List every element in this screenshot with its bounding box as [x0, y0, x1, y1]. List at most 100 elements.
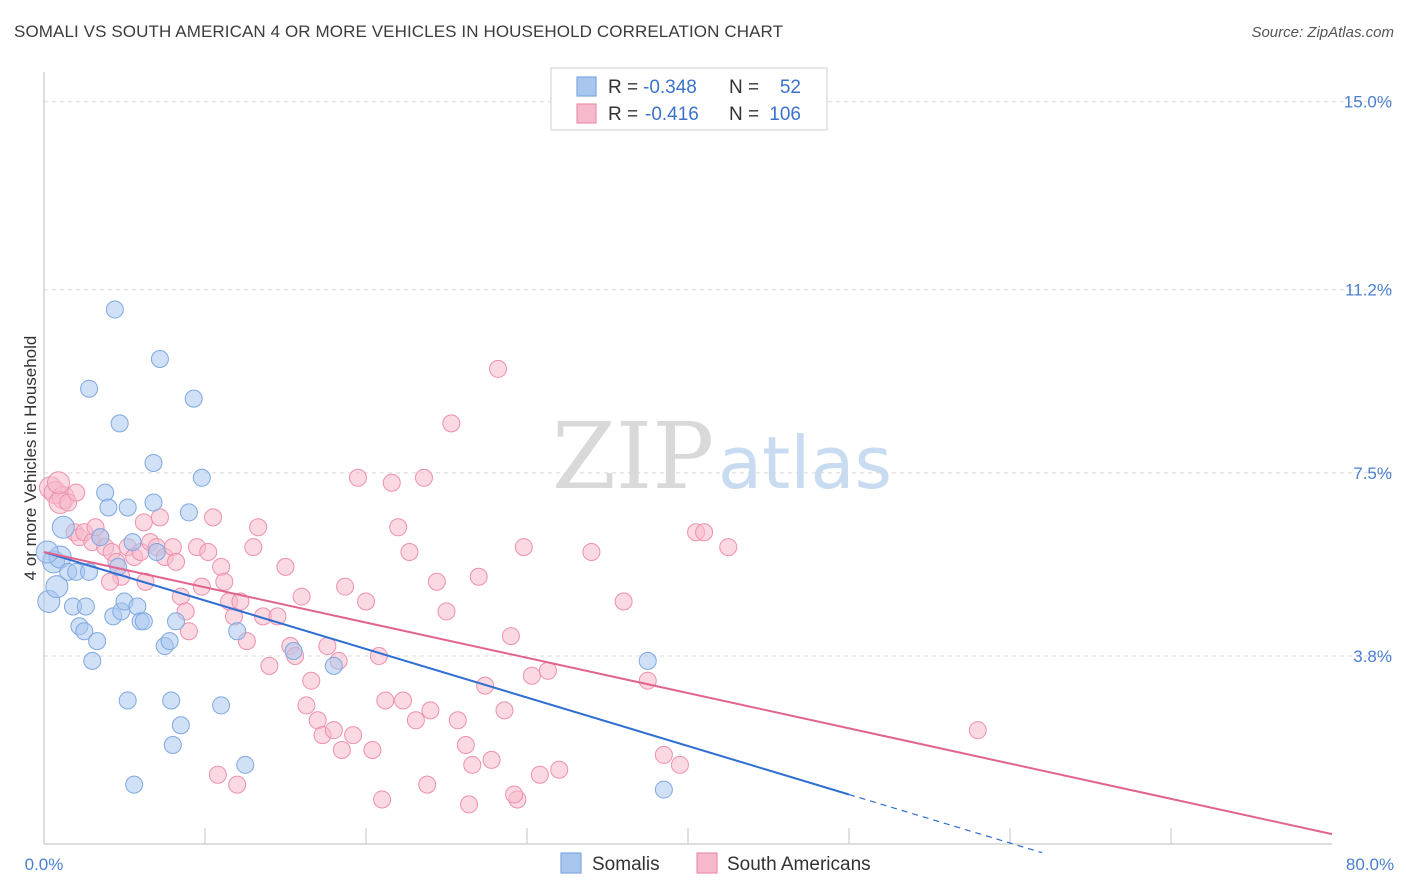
south-americans-point: [501, 627, 520, 646]
legend-r-value-south-americans: -0.416: [645, 104, 699, 125]
somalis-point: [118, 498, 137, 517]
south-americans-point: [389, 518, 408, 537]
somalis-point: [83, 651, 102, 670]
somalis-point: [134, 612, 153, 631]
south-americans-point: [324, 721, 343, 740]
somalis-point: [51, 515, 75, 539]
south-americans-point: [505, 785, 524, 804]
south-americans-point: [199, 543, 218, 562]
y-tick-label: 11.2%: [1345, 281, 1392, 300]
south-americans-point: [204, 508, 223, 527]
x-tick-label-max: 80.0%: [1346, 855, 1394, 874]
south-americans-point: [215, 572, 234, 591]
somalis-point: [184, 389, 203, 408]
somalis-point: [147, 543, 166, 562]
south-americans-point: [489, 359, 508, 378]
somalis-trend-line: [43, 551, 850, 796]
south-americans-point: [437, 602, 456, 621]
south-americans-point: [442, 414, 461, 433]
legend-n-label-south-americans: N =: [729, 104, 759, 125]
watermark-atlas: atlas: [718, 421, 892, 505]
south-americans-point: [348, 468, 367, 487]
legend-r-label-somalis: R =: [608, 77, 638, 98]
south-americans-point: [101, 572, 120, 591]
somalis-points: [35, 300, 673, 799]
somalis-point: [192, 468, 211, 487]
somalis-point: [45, 575, 69, 599]
south-americans-point: [414, 468, 433, 487]
south-americans-point: [208, 765, 227, 784]
south-americans-point: [406, 711, 425, 730]
south-americans-point: [336, 577, 355, 596]
south-americans-point: [382, 473, 401, 492]
south-americans-point: [654, 745, 673, 764]
south-americans-point: [369, 646, 388, 665]
south-americans-point: [179, 622, 198, 641]
bottom-legend-swatch-somalis: [560, 852, 582, 874]
south-americans-point: [482, 750, 501, 769]
somalis-point: [76, 597, 95, 616]
watermark-zip: ZIP: [552, 403, 714, 510]
legend-swatch-south-americans: [576, 103, 597, 124]
somalis-point: [162, 691, 181, 710]
somalis-point: [171, 716, 190, 735]
south-americans-point: [550, 760, 569, 779]
legend-r-label-south-americans: R =: [608, 104, 638, 125]
somalis-point: [150, 350, 169, 369]
south-americans-point: [46, 471, 70, 495]
legend-n-label-somalis: N =: [729, 77, 759, 98]
south-americans-trend-line: [43, 551, 1333, 836]
south-americans-point: [244, 538, 263, 557]
south-americans-point: [670, 755, 689, 774]
south-americans-point: [421, 701, 440, 720]
somalis-point: [80, 379, 99, 398]
somalis-trend-extension: [848, 793, 1043, 854]
south-americans-point: [302, 671, 321, 690]
south-americans-point: [167, 552, 186, 571]
south-americans-point: [719, 538, 738, 557]
legend-box: [550, 67, 828, 131]
south-americans-point: [538, 661, 557, 680]
somalis-point: [88, 632, 107, 651]
somalis-point: [105, 300, 124, 319]
somalis-point: [179, 503, 198, 522]
somalis-point: [75, 622, 94, 641]
bottom-legend: Somalis South Americans: [560, 852, 871, 875]
somalis-point: [236, 755, 255, 774]
south-americans-point: [228, 775, 247, 794]
somalis-point: [324, 656, 343, 675]
y-tick-label: 7.5%: [1353, 464, 1392, 483]
south-americans-point: [363, 740, 382, 759]
watermark: ZIP atlas: [552, 403, 892, 510]
bottom-legend-swatch-south-americans: [696, 852, 718, 874]
south-americans-point: [638, 671, 657, 690]
south-americans-point: [522, 666, 541, 685]
y-axis-label: 4 or more Vehicles in Household: [21, 336, 40, 581]
south-americans-point: [418, 775, 437, 794]
south-americans-point: [357, 592, 375, 611]
south-americans-point: [276, 557, 295, 576]
south-americans-point: [394, 691, 413, 710]
somalis-point: [284, 642, 303, 660]
legend-swatch-somalis: [576, 76, 597, 97]
somalis-point: [99, 498, 118, 517]
legend-r-value-somalis: -0.348: [643, 77, 697, 98]
legend-n-value-south-americans: 106: [769, 104, 801, 125]
x-axis-ticks: [204, 828, 1172, 844]
south-americans-point: [614, 592, 633, 611]
south-americans-point: [212, 557, 231, 576]
y-tick-labels: 3.8% 7.5% 11.2% 15.0%: [1344, 93, 1392, 666]
south-americans-point: [292, 587, 311, 606]
south-americans-point: [67, 483, 86, 502]
somalis-point: [118, 691, 137, 710]
bottom-legend-label-south-americans: South Americans: [727, 854, 871, 875]
south-americans-point: [344, 726, 363, 745]
somalis-point: [212, 696, 231, 715]
south-americans-point: [460, 795, 479, 814]
south-americans-point: [400, 543, 419, 562]
south-americans-point: [150, 508, 169, 527]
south-americans-point: [427, 572, 446, 591]
source-label: Source: ZipAtlas.com: [1251, 24, 1394, 41]
somalis-point: [91, 528, 110, 547]
somalis-point: [638, 651, 657, 670]
